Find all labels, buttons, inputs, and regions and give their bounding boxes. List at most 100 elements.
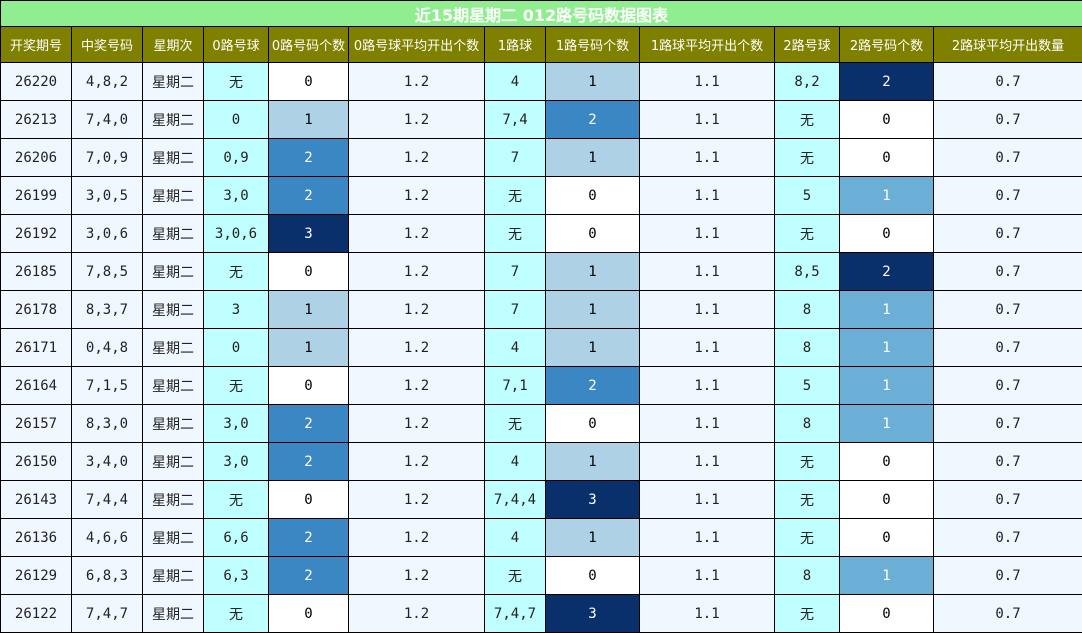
cell-r0-balls: 3,0 (203, 176, 269, 215)
table-row: 26199 3,0,5 星期二 3,0 2 1.2 无 0 1.1 5 1 0.7 (0, 176, 1082, 215)
cell-r2-balls: 8 (774, 328, 840, 367)
table-row: 26157 8,3,0 星期二 3,0 2 1.2 无 0 1.1 8 1 0.7 (0, 404, 1082, 443)
cell-r0-avg: 1.2 (348, 62, 485, 101)
cell-period: 26129 (0, 556, 72, 595)
table-row: 26136 4,6,6 星期二 6,6 2 1.2 4 1 1.1 无 0 0.7 (0, 518, 1082, 557)
cell-r0-count: 2 (268, 442, 349, 481)
cell-r1-avg: 1.1 (639, 62, 775, 101)
table-row: 26122 7,4,7 星期二无 0 1.2 7,4,7 3 1.1 无 0 0.7 (0, 594, 1082, 633)
cell-r1-avg: 1.1 (639, 328, 775, 367)
cell-weekday: 星期二 (142, 290, 204, 329)
cell-r2-balls: 无 (774, 442, 840, 481)
cell-period: 26185 (0, 252, 72, 291)
cell-r0-balls: 0 (203, 328, 269, 367)
cell-r2-count: 0 (839, 100, 934, 139)
cell-numbers: 3,0,6 (71, 214, 143, 253)
cell-r0-balls: 无 (203, 366, 269, 405)
header-col-r1-balls: 1路球 (484, 26, 546, 63)
cell-r0-count: 0 (268, 480, 349, 519)
cell-r1-count: 1 (545, 290, 640, 329)
cell-r1-count: 1 (545, 442, 640, 481)
cell-r1-avg: 1.1 (639, 252, 775, 291)
cell-r0-count: 0 (268, 252, 349, 291)
cell-period: 26199 (0, 176, 72, 215)
cell-weekday: 星期二 (142, 556, 204, 595)
cell-r0-avg: 1.2 (348, 290, 485, 329)
cell-r0-avg: 1.2 (348, 328, 485, 367)
cell-r2-count: 1 (839, 328, 934, 367)
cell-r0-balls: 6,3 (203, 556, 269, 595)
cell-numbers: 7,8,5 (71, 252, 143, 291)
cell-r2-balls: 5 (774, 366, 840, 405)
cell-r0-count: 1 (268, 290, 349, 329)
cell-r2-avg: 0.7 (933, 100, 1082, 139)
table-body: 26220 4,8,2 星期二无 0 1.2 4 1 1.1 8,2 2 0.7 26213 7,4,0… (0, 62, 1082, 633)
cell-weekday: 星期二 (142, 252, 204, 291)
cell-r0-avg: 1.2 (348, 518, 485, 557)
cell-r2-balls: 无 (774, 480, 840, 519)
cell-r1-avg: 1.1 (639, 138, 775, 177)
cell-r1-count: 1 (545, 328, 640, 367)
cell-r1-avg: 1.1 (639, 366, 775, 405)
cell-weekday: 星期二 (142, 518, 204, 557)
cell-r2-avg: 0.7 (933, 442, 1082, 481)
cell-r0-balls: 无 (203, 252, 269, 291)
cell-r0-count: 0 (268, 594, 349, 633)
cell-r2-avg: 0.7 (933, 252, 1082, 291)
cell-numbers: 7,4,4 (71, 480, 143, 519)
header-col-r0-avg: 0路号球平均开出个数 (348, 26, 485, 63)
cell-r1-balls: 4 (484, 442, 546, 481)
cell-r1-balls: 无 (484, 214, 546, 253)
cell-r2-avg: 0.7 (933, 290, 1082, 329)
cell-r2-count: 0 (839, 518, 934, 557)
cell-r1-avg: 1.1 (639, 176, 775, 215)
cell-numbers: 7,1,5 (71, 366, 143, 405)
table-row: 26178 8,3,7 星期二 3 1 1.2 7 1 1.1 8 1 0.7 (0, 290, 1082, 329)
table-row: 26206 7,0,9 星期二 0,9 2 1.2 7 1 1.1 无 0 0.7 (0, 138, 1082, 177)
cell-r1-count: 0 (545, 404, 640, 443)
cell-weekday: 星期二 (142, 100, 204, 139)
cell-period: 26178 (0, 290, 72, 329)
cell-r1-avg: 1.1 (639, 404, 775, 443)
cell-r2-count: 2 (839, 62, 934, 101)
cell-r0-balls: 3 (203, 290, 269, 329)
cell-r0-avg: 1.2 (348, 214, 485, 253)
cell-r0-balls: 6,6 (203, 518, 269, 557)
cell-r2-count: 1 (839, 366, 934, 405)
cell-r0-avg: 1.2 (348, 252, 485, 291)
cell-r1-avg: 1.1 (639, 442, 775, 481)
cell-r2-count: 0 (839, 138, 934, 177)
cell-r0-avg: 1.2 (348, 176, 485, 215)
cell-period: 26206 (0, 138, 72, 177)
cell-weekday: 星期二 (142, 214, 204, 253)
cell-r0-avg: 1.2 (348, 138, 485, 177)
header-col-weekday: 星期次 (142, 26, 204, 63)
cell-r0-balls: 无 (203, 62, 269, 101)
table-row: 26185 7,8,5 星期二无 0 1.2 7 1 1.1 8,5 2 0.7 (0, 252, 1082, 291)
cell-r2-balls: 8,2 (774, 62, 840, 101)
cell-r2-balls: 无 (774, 518, 840, 557)
cell-r2-balls: 无 (774, 594, 840, 633)
cell-weekday: 星期二 (142, 176, 204, 215)
cell-r0-count: 3 (268, 214, 349, 253)
cell-r0-count: 0 (268, 62, 349, 101)
cell-r2-avg: 0.7 (933, 62, 1082, 101)
cell-r2-avg: 0.7 (933, 404, 1082, 443)
cell-r1-balls: 7,4 (484, 100, 546, 139)
table-row: 26164 7,1,5 星期二无 0 1.2 7,1 2 1.1 5 1 0.7 (0, 366, 1082, 405)
cell-r1-count: 1 (545, 518, 640, 557)
cell-r2-balls: 5 (774, 176, 840, 215)
cell-r2-count: 1 (839, 176, 934, 215)
cell-r0-balls: 无 (203, 594, 269, 633)
cell-r2-balls: 8 (774, 404, 840, 443)
cell-r2-avg: 0.7 (933, 556, 1082, 595)
table-row: 26213 7,4,0 星期二 0 1 1.2 7,4 2 1.1 无 0 0.7 (0, 100, 1082, 139)
cell-r2-count: 0 (839, 214, 934, 253)
cell-period: 26171 (0, 328, 72, 367)
cell-r1-count: 0 (545, 176, 640, 215)
cell-r2-balls: 8 (774, 556, 840, 595)
header-col-period: 开奖期号 (0, 26, 72, 63)
cell-r2-balls: 8,5 (774, 252, 840, 291)
cell-r0-count: 1 (268, 328, 349, 367)
